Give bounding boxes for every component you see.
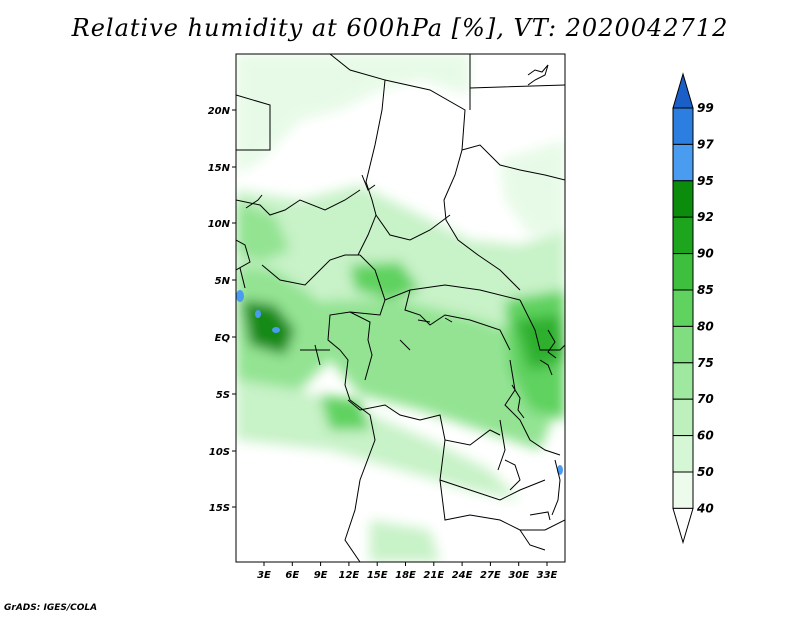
colorbar-segment [672,362,694,400]
grads-credit: GrADS: IGES/COLA [4,603,98,613]
lon-label: 9E [314,570,328,581]
latitude-axis: 20N 15N 10N 5N EQ 5S 10S 15S [208,106,236,514]
colorbar-segment [672,216,694,255]
humidity-field [236,54,565,562]
colorbar-label: 60 [697,429,714,443]
colorbar-segment [672,471,694,509]
lat-label: 15N [208,163,231,174]
colorbar-label: 95 [697,174,714,188]
lat-label: 10S [209,447,230,458]
chart-title: Relative humidity at 600hPa [%], VT: 202… [71,14,729,42]
lon-label: 15E [367,570,388,581]
lat-label: 5S [216,390,230,401]
colorbar-label: 75 [697,356,714,370]
colorbar-label: 92 [697,210,714,224]
colorbar-segment [672,107,694,145]
colorbar-segment [672,398,694,437]
humidity-core-east [515,315,565,370]
lon-label: 24E [452,570,473,581]
lon-label: 21E [423,570,444,581]
lat-label: 15S [209,503,230,514]
colorbar-segment [672,180,694,218]
humidity-patch-northeast [500,140,565,235]
colorbar-arrow-bottom [672,507,694,545]
lon-label: 18E [395,570,416,581]
humidity-patch-northwest [236,200,290,262]
colorbar-segment [672,325,694,364]
lat-label: 5N [215,276,231,287]
colorbar-label: 99 [697,101,714,115]
humidity-patch-congo [320,300,560,450]
colorbar-segment [672,289,694,327]
humidity-patch-north [236,54,470,175]
map-frame [235,53,566,563]
lon-label: 3E [257,570,271,581]
humidity-patch-southern [370,520,440,562]
colorbar-label: 85 [697,283,714,297]
lon-label: 6E [285,570,299,581]
colorbar-label: 70 [697,392,714,406]
humidity-patch-southwest [236,380,520,500]
lon-label: 30E [508,570,529,581]
colorbar-segment [672,435,694,473]
lon-label: 33E [537,570,558,581]
country-boundaries [236,54,565,562]
colorbar-arrow-top [672,72,694,109]
lat-label: EQ [215,333,231,344]
lon-label: 27E [480,570,501,581]
colorbar-label: 40 [696,501,714,515]
colorbar-segment [672,253,694,291]
humidity-core-northeast [350,262,420,300]
longitude-axis: 3E 6E 9E 12E 15E 18E 21E 24E 27E 30E 33E [257,562,558,581]
colorbar-label: 80 [697,319,714,333]
colorbar-label: 50 [697,465,714,479]
colorbar-segment [672,143,694,182]
lon-label: 12E [339,570,360,581]
lat-label: 10N [208,219,231,230]
lat-label: 20N [208,106,231,117]
colorbar-label: 90 [697,247,714,261]
colorbar-label: 97 [697,137,714,151]
colorbar: 99 97 95 92 90 85 80 75 70 60 50 40 [672,72,714,545]
humidity-core-south [320,395,370,430]
